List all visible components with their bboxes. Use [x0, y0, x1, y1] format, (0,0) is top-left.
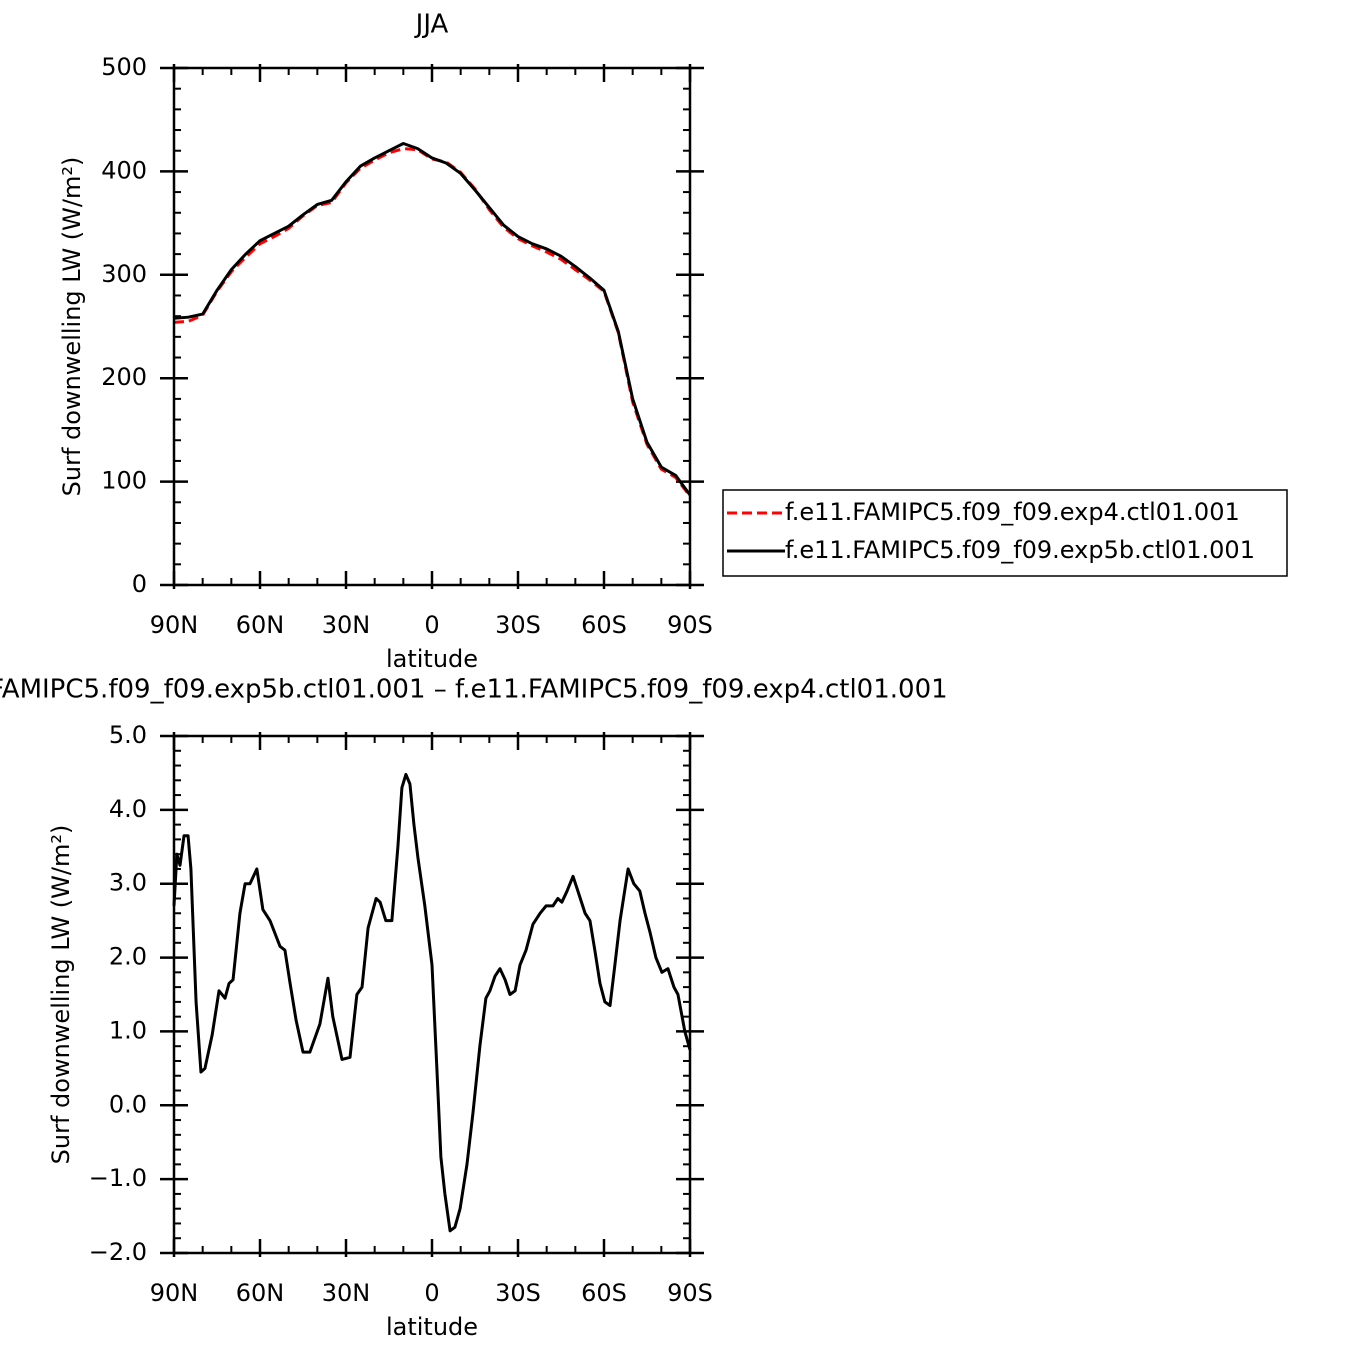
- chart-title: f.e11.FAMIPC5.f09_f09.exp5b.ctl01.001 – …: [0, 675, 948, 705]
- y-tick-label: 0.0: [109, 1090, 147, 1118]
- x-tick-label: 60N: [236, 1279, 285, 1307]
- x-tick-label: 60S: [581, 611, 627, 639]
- x-axis-label: latitude: [386, 645, 478, 673]
- legend-label: f.e11.FAMIPC5.f09_f09.exp4.ctl01.001: [785, 498, 1240, 526]
- legend-box: [722, 489, 1288, 577]
- y-tick-label: 100: [101, 467, 147, 495]
- y-axis-label: Surf downwelling LW (W/m²): [58, 157, 86, 497]
- chart-title: JJA: [414, 10, 449, 40]
- x-tick-label: 90N: [150, 611, 199, 639]
- y-tick-label: −2.0: [89, 1238, 147, 1266]
- x-tick-label: 30N: [322, 1279, 371, 1307]
- x-tick-label: 90N: [150, 1279, 199, 1307]
- x-tick-label: 90S: [667, 611, 713, 639]
- plot-frame: [172, 734, 692, 1255]
- x-tick-label: 30N: [322, 611, 371, 639]
- x-tick-label: 0: [424, 611, 439, 639]
- x-tick-label: 60N: [236, 611, 285, 639]
- x-tick-label: 0: [424, 1279, 439, 1307]
- y-tick-label: 500: [101, 53, 147, 81]
- y-tick-label: −1.0: [89, 1164, 147, 1192]
- y-tick-label: 200: [101, 363, 147, 391]
- data-line: [173, 147, 692, 497]
- x-tick-label: 30S: [495, 1279, 541, 1307]
- legend-label: f.e11.FAMIPC5.f09_f09.exp5b.ctl01.001: [785, 536, 1255, 564]
- x-tick-label: 90S: [667, 1279, 713, 1307]
- y-tick-label: 400: [101, 156, 147, 184]
- x-tick-label: 30S: [495, 611, 541, 639]
- y-tick-label: 0: [132, 570, 147, 598]
- y-tick-label: 2.0: [109, 943, 147, 971]
- y-tick-label: 1.0: [109, 1016, 147, 1044]
- data-line: [173, 141, 692, 496]
- plot-frame: [172, 66, 692, 587]
- y-tick-label: 3.0: [109, 869, 147, 897]
- y-tick-label: 5.0: [109, 721, 147, 749]
- y-axis-label: Surf downwelling LW (W/m²): [47, 825, 75, 1165]
- x-tick-label: 60S: [581, 1279, 627, 1307]
- y-tick-label: 4.0: [109, 795, 147, 823]
- y-tick-label: 300: [101, 260, 147, 288]
- data-line: [172, 772, 692, 1233]
- x-axis-label: latitude: [386, 1313, 478, 1341]
